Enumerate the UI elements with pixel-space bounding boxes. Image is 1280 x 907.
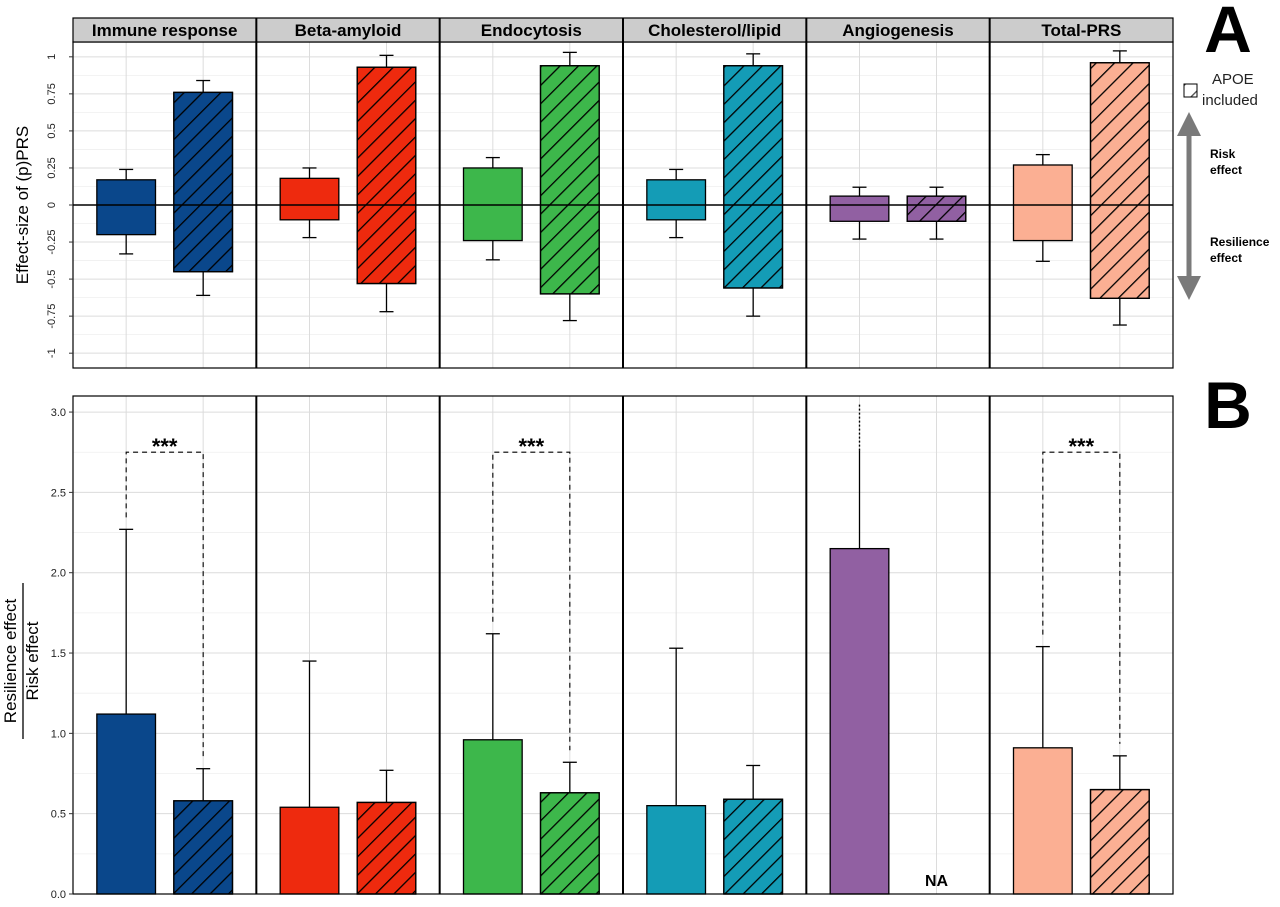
- legend-label-line1: APOE: [1212, 71, 1254, 88]
- bar: [279, 177, 340, 221]
- bar: [1012, 164, 1073, 242]
- y-tick-label: 0.25: [46, 157, 58, 178]
- resilience-effect-label: effect: [1210, 251, 1242, 265]
- significance-stars: ***: [518, 434, 544, 459]
- bar-hatch: [356, 801, 417, 895]
- y-tick-label: -0.25: [46, 230, 58, 255]
- panel-b: *** *** NA *** 0.0 0.5 1.0 1.5 2.0 2.5 3.0 Resilien…: [1, 368, 1252, 901]
- y-tick-label: 3.0: [51, 407, 66, 419]
- na-label: NA: [925, 873, 949, 890]
- panel-b-border: [72, 395, 1174, 895]
- bar: [279, 806, 340, 895]
- bar-hatch: [539, 65, 600, 295]
- bar: [829, 547, 890, 895]
- y-tick-label: 1.5: [51, 648, 66, 660]
- bar-hatch: [356, 66, 417, 285]
- bar: [1012, 747, 1073, 895]
- panel-a: Immune response Beta-amyloid Endocytosis Ch…: [13, 0, 1252, 369]
- y-tick-label: 2.5: [51, 487, 66, 499]
- strip-label: Angiogenesis: [842, 21, 953, 40]
- y-tick-label: 2.0: [51, 568, 66, 580]
- bar-hatch: [539, 792, 600, 895]
- bar-hatch: [173, 800, 234, 895]
- arrow-head-down: [1177, 276, 1201, 300]
- y-tick-label: 0: [46, 202, 58, 208]
- y-tick-label: -1: [46, 348, 58, 358]
- y-tick-label: 1.0: [51, 728, 66, 740]
- y-tick-label: 1: [46, 54, 58, 60]
- resilience-effect-label: Resilience: [1210, 235, 1270, 249]
- legend-label-line2: included: [1202, 92, 1258, 109]
- significance-stars: ***: [152, 434, 178, 459]
- y-axis-label-numerator: Resilience effect: [1, 599, 20, 724]
- bar: [646, 804, 707, 895]
- risk-effect-label: effect: [1210, 163, 1242, 177]
- bar-hatch: [1089, 788, 1150, 895]
- risk-effect-label: Risk: [1210, 147, 1236, 161]
- arrow-head-up: [1177, 112, 1201, 136]
- bar: [96, 713, 157, 895]
- strip-label: Cholesterol/lipid: [648, 21, 781, 40]
- y-tick-label: 0.75: [46, 83, 58, 104]
- y-tick-label: 0.5: [51, 809, 66, 821]
- strip-label: Endocytosis: [481, 21, 582, 40]
- y-axis-label: Effect-size of (p)PRS: [13, 126, 32, 284]
- bar: [829, 195, 890, 222]
- bar: [462, 739, 523, 895]
- significance-bracket: [492, 451, 571, 751]
- panel-letter-a: A: [1204, 0, 1252, 66]
- bar: [462, 167, 523, 242]
- significance-stars: ***: [1068, 434, 1094, 459]
- bar-hatch: [173, 91, 234, 273]
- y-tick-label: -0.75: [46, 304, 58, 329]
- bar: [96, 179, 157, 236]
- strip-label: Immune response: [92, 21, 238, 40]
- significance-bracket: [125, 451, 204, 757]
- bar-hatch: [906, 195, 967, 222]
- y-tick-label: 0.0: [51, 889, 66, 901]
- y-tick-label: -0.5: [46, 270, 58, 289]
- panel-letter-b: B: [1204, 368, 1252, 442]
- y-axis-label-denominator: Risk effect: [23, 621, 42, 700]
- bar-hatch: [723, 65, 784, 289]
- bar: [646, 179, 707, 221]
- bar-hatch: [723, 798, 784, 895]
- strip-label: Beta-amyloid: [295, 21, 402, 40]
- legend-swatch-hatch: [1183, 83, 1198, 98]
- legend: APOE included Risk effect Resilience effect: [1177, 71, 1270, 300]
- strip-label: Total-PRS: [1041, 21, 1121, 40]
- significance-bracket: [1042, 451, 1121, 744]
- bar-hatch: [1089, 62, 1150, 300]
- y-tick-label: 0.5: [46, 123, 58, 138]
